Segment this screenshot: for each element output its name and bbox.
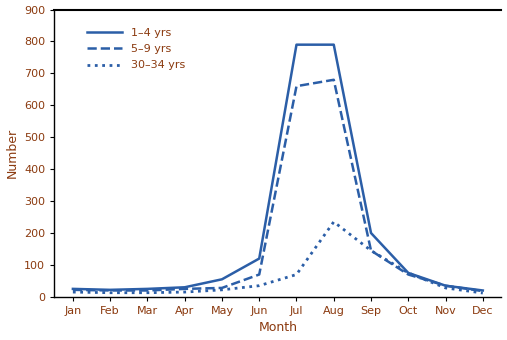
1–4 yrs <box>331 42 337 47</box>
5–9 yrs <box>294 84 300 88</box>
5–9 yrs <box>331 78 337 82</box>
Line: 5–9 yrs: 5–9 yrs <box>73 80 483 291</box>
1–4 yrs <box>405 271 411 275</box>
5–9 yrs <box>219 286 225 290</box>
Y-axis label: Number: Number <box>6 128 19 178</box>
30–34 yrs <box>107 291 113 295</box>
30–34 yrs <box>331 220 337 224</box>
1–4 yrs <box>182 285 188 289</box>
5–9 yrs <box>107 288 113 292</box>
1–4 yrs <box>70 287 76 291</box>
1–4 yrs <box>107 288 113 292</box>
1–4 yrs <box>256 256 262 260</box>
30–34 yrs <box>368 249 374 253</box>
5–9 yrs <box>256 272 262 276</box>
Line: 30–34 yrs: 30–34 yrs <box>73 222 483 293</box>
5–9 yrs <box>368 249 374 253</box>
30–34 yrs <box>405 271 411 275</box>
5–9 yrs <box>480 289 486 293</box>
1–4 yrs <box>443 284 449 288</box>
30–34 yrs <box>70 290 76 294</box>
5–9 yrs <box>443 284 449 288</box>
1–4 yrs <box>219 277 225 281</box>
5–9 yrs <box>405 272 411 276</box>
Legend: 1–4 yrs, 5–9 yrs, 30–34 yrs: 1–4 yrs, 5–9 yrs, 30–34 yrs <box>82 24 190 75</box>
30–34 yrs <box>480 291 486 295</box>
Line: 1–4 yrs: 1–4 yrs <box>73 45 483 290</box>
30–34 yrs <box>443 286 449 290</box>
5–9 yrs <box>182 287 188 291</box>
30–34 yrs <box>182 290 188 294</box>
30–34 yrs <box>294 272 300 276</box>
1–4 yrs <box>144 287 151 291</box>
30–34 yrs <box>256 284 262 288</box>
1–4 yrs <box>368 231 374 235</box>
5–9 yrs <box>70 288 76 292</box>
1–4 yrs <box>480 288 486 292</box>
5–9 yrs <box>144 288 151 292</box>
30–34 yrs <box>144 291 151 295</box>
1–4 yrs <box>294 42 300 47</box>
30–34 yrs <box>219 288 225 292</box>
X-axis label: Month: Month <box>259 321 297 335</box>
